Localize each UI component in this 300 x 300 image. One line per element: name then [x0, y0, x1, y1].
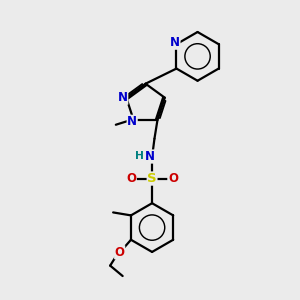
Text: N: N — [118, 91, 128, 104]
Text: N: N — [127, 115, 137, 128]
Text: O: O — [126, 172, 136, 185]
Text: O: O — [115, 246, 125, 259]
Text: S: S — [147, 172, 157, 185]
Text: O: O — [168, 172, 178, 185]
Text: N: N — [145, 150, 155, 163]
Text: N: N — [170, 36, 180, 49]
Text: H: H — [135, 151, 144, 161]
